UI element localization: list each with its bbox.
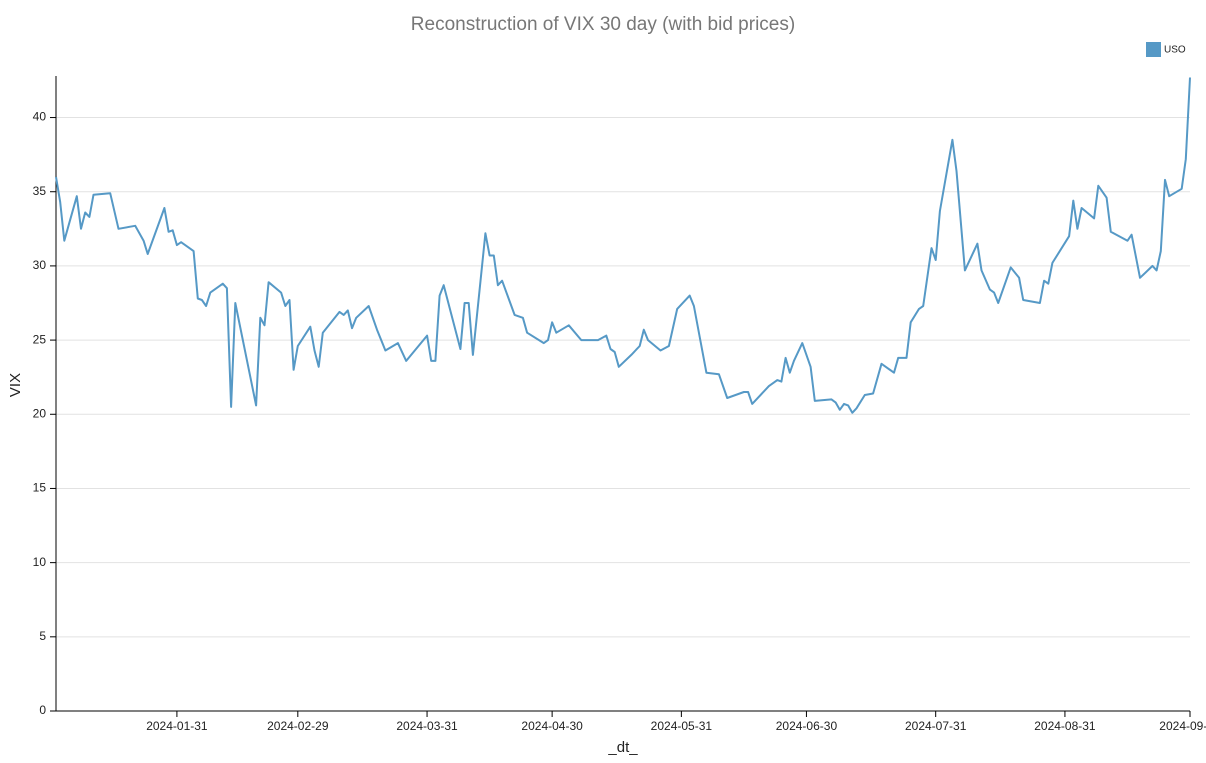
- x-tick-label: 2024-09-30: [1159, 719, 1206, 733]
- y-tick-label: 0: [39, 703, 46, 717]
- line-series: [55, 77, 1191, 414]
- legend-label: USO: [1164, 45, 1186, 56]
- y-tick-label: 35: [33, 184, 47, 198]
- chart-title: Reconstruction of VIX 30 day (with bid p…: [411, 14, 795, 35]
- x-axis-label: _dt_: [607, 739, 638, 756]
- y-tick-label: 5: [39, 629, 46, 643]
- y-tick-label: 40: [33, 110, 47, 124]
- x-tick-label: 2024-06-30: [776, 719, 838, 733]
- x-tick-label: 2024-04-30: [521, 719, 583, 733]
- y-axis-label: VIX: [7, 373, 24, 397]
- y-tick-label: 25: [33, 332, 47, 346]
- x-tick-label: 2024-01-31: [146, 719, 208, 733]
- legend-swatch: [1146, 42, 1161, 57]
- y-tick-label: 10: [33, 555, 47, 569]
- x-tick-label: 2024-03-31: [396, 719, 458, 733]
- x-tick-label: 2024-05-31: [651, 719, 713, 733]
- x-tick-label: 2024-07-31: [905, 719, 967, 733]
- x-tick-label: 2024-08-31: [1034, 719, 1096, 733]
- x-tick-label: 2024-02-29: [267, 719, 329, 733]
- y-tick-label: 15: [33, 481, 47, 495]
- y-tick-label: 30: [33, 258, 47, 272]
- y-tick-label: 20: [33, 406, 47, 420]
